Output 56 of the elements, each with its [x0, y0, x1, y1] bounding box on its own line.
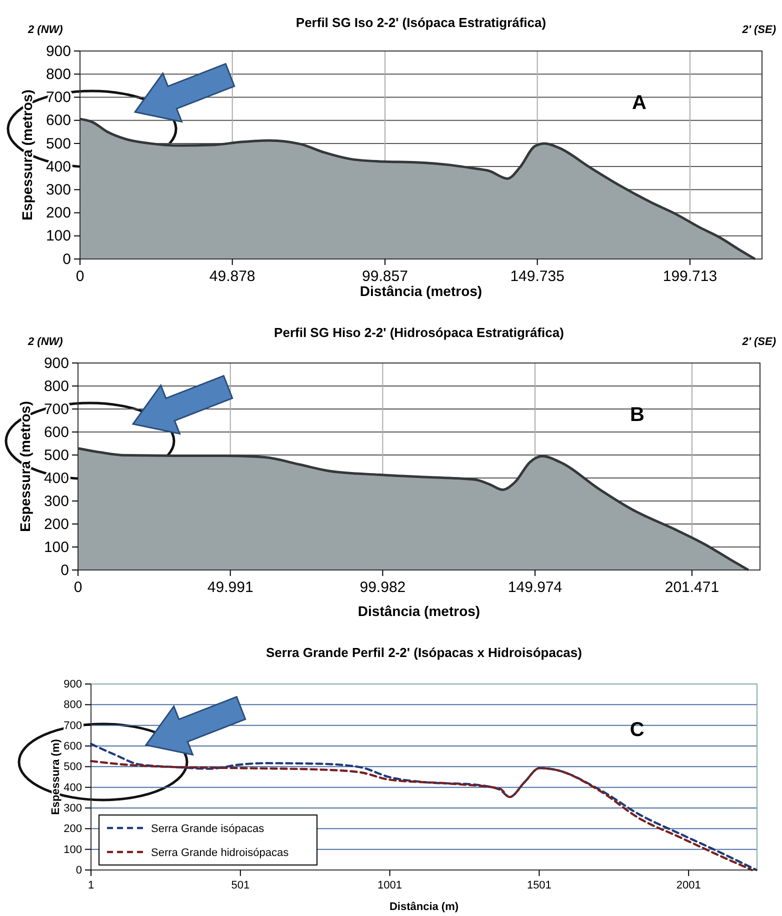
y-tick-label: 300: [46, 181, 71, 198]
text: 2 (NW): [27, 336, 64, 348]
x-tick-label: 2001: [676, 879, 701, 892]
y-tick-label: 600: [44, 424, 69, 441]
x-tick-label: 49.878: [209, 268, 256, 285]
y-tick-label: 600: [64, 740, 82, 753]
y-tick-label: 200: [64, 823, 82, 836]
y-tick-label: 900: [64, 678, 82, 691]
x-axis-title: Distância (metros): [358, 603, 480, 619]
x-tick-label: 149.735: [510, 268, 564, 285]
y-tick-label: 300: [44, 492, 69, 510]
y-tick-label: 100: [44, 538, 69, 556]
annotation: B: [630, 404, 644, 426]
text: 2 (NW): [27, 24, 64, 36]
x-tick-label: 49.991: [207, 578, 254, 596]
x-tick-label: 149.974: [508, 578, 562, 596]
x-axis-title: Distância (metros): [360, 283, 482, 299]
x-tick-label: 1: [88, 879, 94, 892]
annotation: C: [630, 719, 644, 742]
y-tick-label: 900: [44, 354, 69, 372]
x-tick-label: 1001: [378, 879, 402, 892]
y-axis-title: Espessura (metros): [19, 90, 35, 220]
chart-title: Serra Grande Perfil 2-2' (Isópacas x Hidroisópacas): [266, 645, 582, 660]
x-tick-label: 99.982: [360, 578, 406, 596]
x-tick-label: 201.471: [664, 578, 720, 596]
y-tick-label: 500: [64, 761, 82, 774]
y-tick-label: 500: [44, 446, 69, 464]
chart-title: Perfil SG Iso 2-2' (Isópaca Estratigráfica): [296, 15, 546, 30]
legend-label: Serra Grande hidroisópacas: [151, 847, 290, 859]
y-tick-label: 400: [64, 782, 82, 794]
y-tick-label: 800: [46, 66, 71, 83]
y-tick-label: 300: [64, 802, 82, 815]
chart-title: Perfil SG Hiso 2-2' (Hidrosópaca Estratigráfica): [274, 325, 564, 340]
y-tick-label: 200: [44, 516, 69, 533]
legend-label: Serra Grande isópacas: [151, 823, 265, 835]
text: 2' (SE): [741, 336, 776, 348]
y-tick-label: 100: [64, 844, 82, 856]
y-tick-label: 500: [46, 135, 71, 152]
y-tick-label: 0: [76, 864, 82, 877]
x-tick-label: 501: [231, 879, 250, 892]
y-tick-label: 0: [60, 562, 69, 579]
x-tick-label: 199.713: [662, 268, 718, 285]
y-axis-title: Espessura (m): [50, 738, 62, 815]
text: 2' (SE): [741, 24, 776, 36]
y-tick-label: 100: [46, 228, 71, 245]
y-tick-label: 800: [44, 378, 69, 395]
y-tick-label: 900: [46, 42, 71, 60]
annotation: A: [632, 92, 646, 114]
x-tick-label: 99.857: [362, 268, 408, 285]
x-tick-label: 1501: [526, 879, 552, 892]
y-tick-label: 600: [46, 112, 71, 130]
y-axis-title: Espessura (metros): [17, 401, 33, 532]
x-axis-title: Distância (m): [389, 901, 459, 913]
y-tick-label: 0: [62, 250, 71, 268]
y-tick-label: 200: [46, 204, 71, 222]
y-tick-label: 800: [64, 699, 82, 712]
